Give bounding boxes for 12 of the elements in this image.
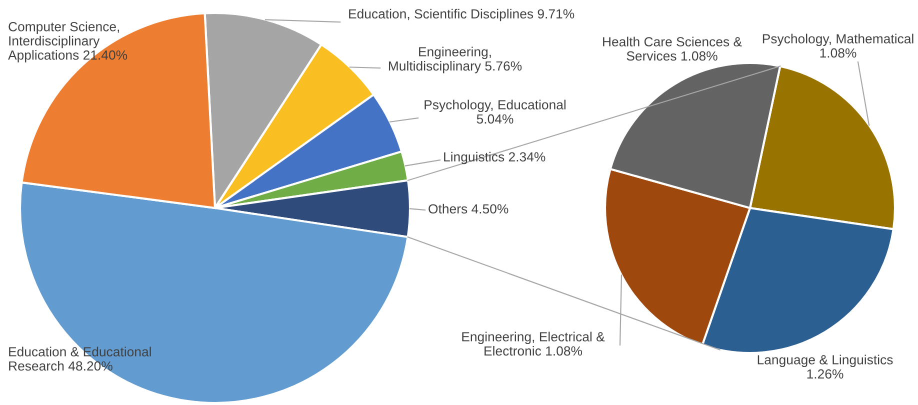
slice-label: Psychology, Mathematical: [762, 34, 914, 46]
slice-label: Engineering, Multidisciplinary 5.76%: [388, 46, 522, 74]
slice-label: Others 4.50%: [428, 204, 508, 214]
data-label: 1.26%: [807, 369, 844, 379]
slice-label: Health Care Sciences & Services 1.08%: [603, 36, 742, 61]
data-label: 1.08%: [820, 48, 856, 58]
data-label: 5.04%: [476, 114, 514, 124]
slice-label: Education, Scientific Disciplines 9.71%: [349, 8, 574, 22]
slice-label: Engineering, Electrical & Electronic 1.08%: [462, 332, 605, 356]
slice-label: Linguistics 2.34%: [444, 152, 546, 164]
slice-label: Psychology, Educational: [424, 100, 566, 112]
slice-label: Language & Linguistics: [758, 354, 893, 368]
